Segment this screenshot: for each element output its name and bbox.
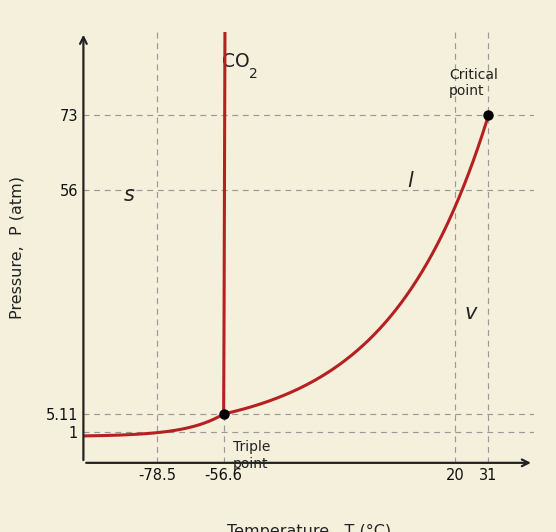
- Text: Pressure,  P (atm): Pressure, P (atm): [9, 176, 24, 319]
- Text: 2: 2: [249, 67, 257, 81]
- Text: Temperature,  T (°C): Temperature, T (°C): [226, 525, 391, 532]
- Text: l: l: [407, 171, 413, 192]
- Text: Triple
point: Triple point: [233, 440, 270, 471]
- Text: CO: CO: [222, 52, 250, 71]
- Text: Critical
point: Critical point: [449, 68, 498, 98]
- Text: s: s: [123, 185, 134, 205]
- Text: v: v: [464, 303, 476, 323]
